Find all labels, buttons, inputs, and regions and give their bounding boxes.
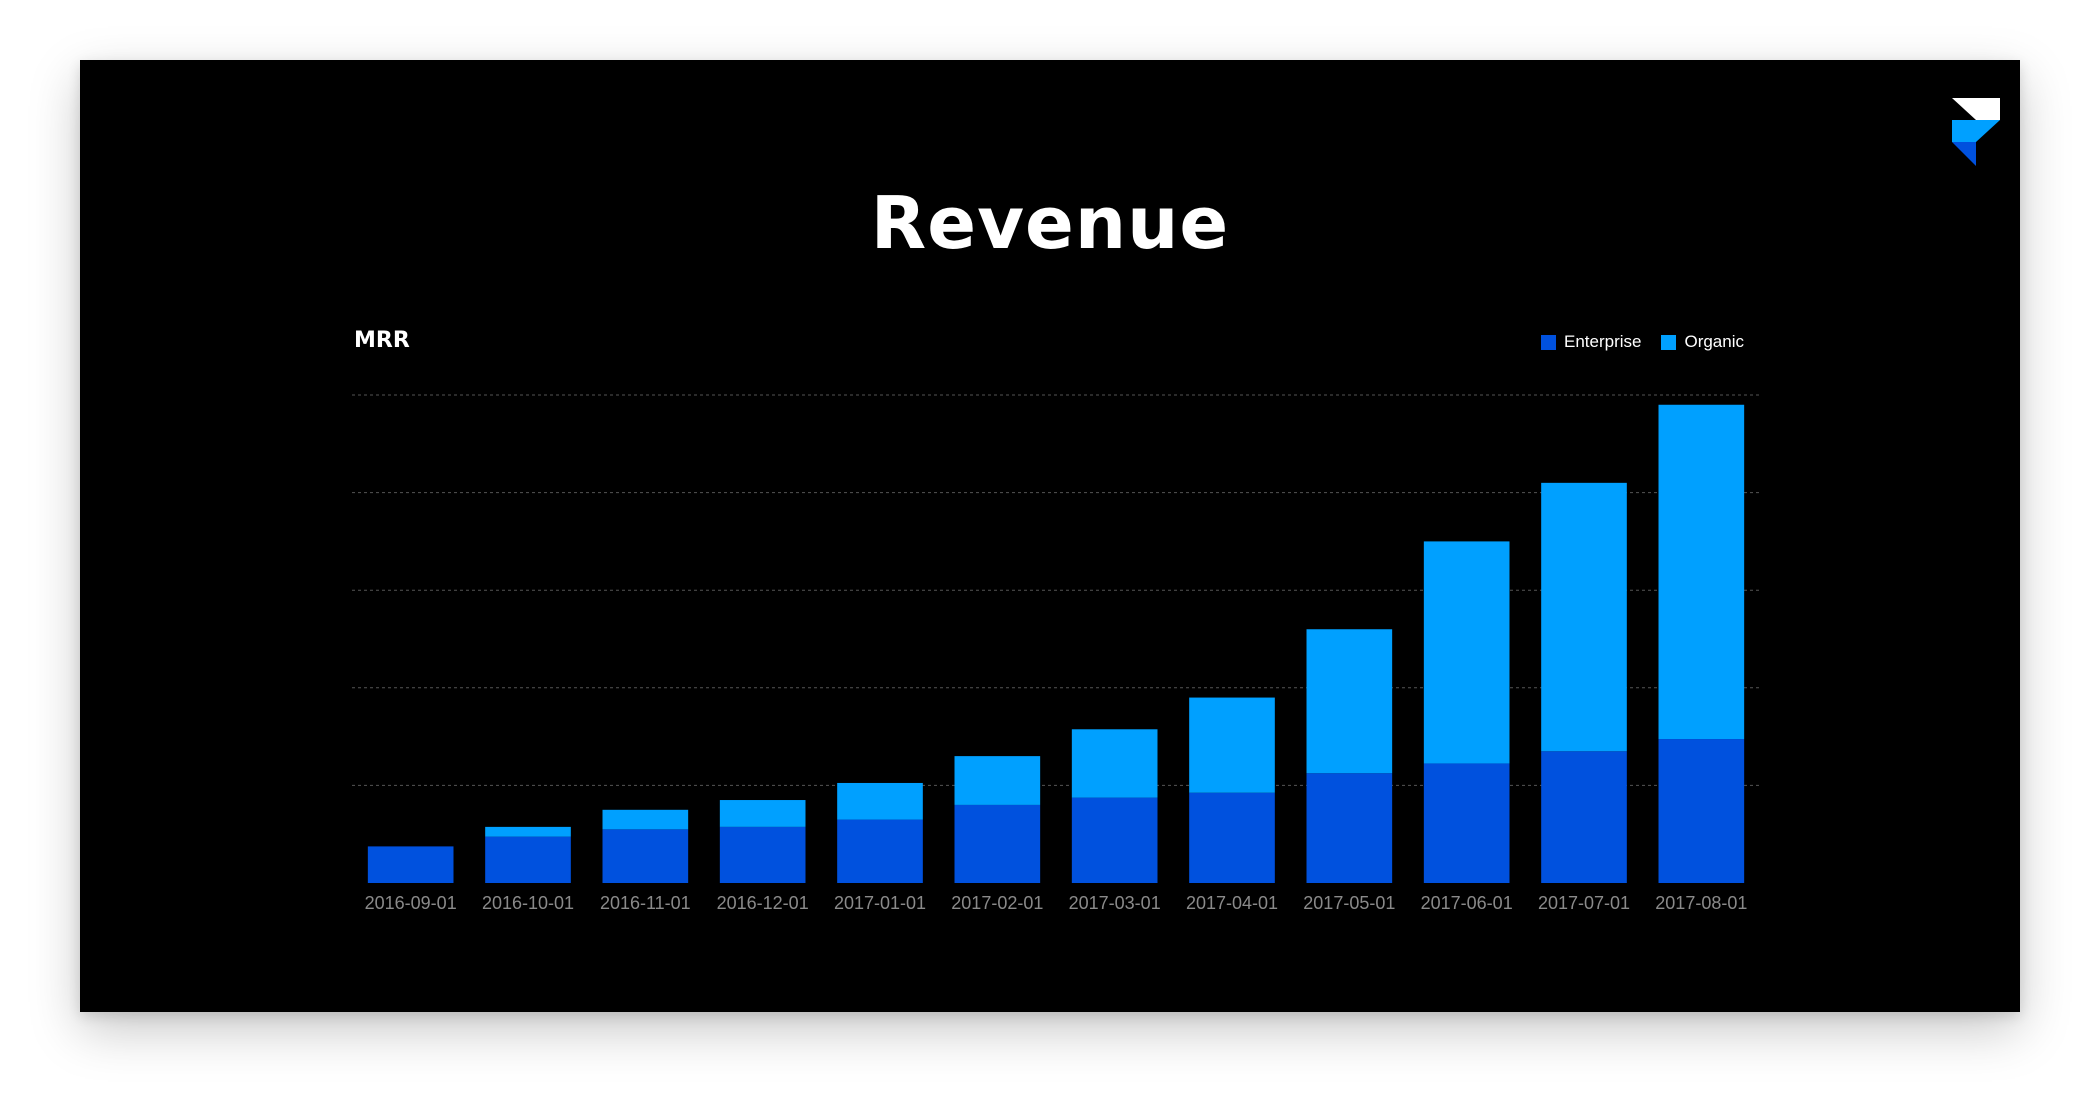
x-tick-label: 2017-07-01 <box>1538 893 1630 913</box>
bar-enterprise-2016-12-01 <box>719 826 806 883</box>
x-tick-label: 2016-11-01 <box>600 893 691 913</box>
x-tick-label: 2016-10-01 <box>482 893 574 913</box>
chart-title: MRR <box>354 328 410 353</box>
page-title: Revenue <box>870 181 1230 265</box>
x-tick-label: 2017-08-01 <box>1655 893 1747 913</box>
bar-enterprise-2017-03-01 <box>1071 797 1158 883</box>
bar-enterprise-2017-01-01 <box>837 819 923 883</box>
bar-organic-2016-11-01 <box>602 809 689 830</box>
legend-swatch-organic <box>1661 334 1677 350</box>
x-tick-label: 2016-12-01 <box>717 893 809 913</box>
x-tick-label: 2016-09-01 <box>365 893 457 913</box>
bar-organic-2017-08-01 <box>1658 404 1745 740</box>
legend-item-organic: Organic <box>1661 332 1744 352</box>
x-tick-label: 2017-01-01 <box>834 893 926 913</box>
bar-organic-2017-07-01 <box>1541 482 1627 752</box>
legend-label-enterprise: Enterprise <box>1563 332 1642 351</box>
slide: Revenue MRR Enterprise Organic 2016-09-0… <box>80 60 2020 1012</box>
x-tick-label: 2017-03-01 <box>1069 893 1161 913</box>
legend-item-enterprise: Enterprise <box>1540 332 1642 352</box>
bar-enterprise-2017-08-01 <box>1658 739 1745 883</box>
legend-label-organic: Organic <box>1684 332 1744 351</box>
bar-organic-2016-12-01 <box>719 800 806 827</box>
x-tick-label: 2017-02-01 <box>951 893 1043 913</box>
bar-enterprise-2017-05-01 <box>1306 773 1393 883</box>
x-tick-label: 2017-05-01 <box>1303 893 1395 913</box>
bar-organic-2017-01-01 <box>837 782 923 820</box>
chart-legend: Enterprise Organic <box>1540 332 1744 352</box>
bar-organic-2017-03-01 <box>1071 729 1158 798</box>
bar-enterprise-2017-07-01 <box>1541 751 1627 883</box>
mrr-bar-chart: 2016-09-01 2016-10-01 2016-11-01 2016-12-01… <box>352 394 1760 913</box>
x-tick-label: 2017-06-01 <box>1421 893 1513 913</box>
bar-organic-2017-02-01 <box>954 756 1041 805</box>
bar-organic-2017-05-01 <box>1306 629 1393 774</box>
bar-enterprise-2016-10-01 <box>485 836 571 883</box>
bar-enterprise-2017-02-01 <box>954 804 1041 883</box>
bar-organic-2017-06-01 <box>1423 541 1510 764</box>
legend-swatch-enterprise <box>1540 334 1556 350</box>
bar-enterprise-2017-06-01 <box>1423 763 1510 883</box>
framer-logo-icon <box>1952 98 2000 166</box>
bar-enterprise-2017-04-01 <box>1189 792 1275 883</box>
bar-organic-2017-04-01 <box>1189 697 1275 793</box>
bar-enterprise-2016-09-01 <box>367 846 454 883</box>
x-tick-label: 2017-04-01 <box>1186 893 1278 913</box>
bar-organic-2016-10-01 <box>485 826 571 837</box>
bar-enterprise-2016-11-01 <box>602 829 689 883</box>
